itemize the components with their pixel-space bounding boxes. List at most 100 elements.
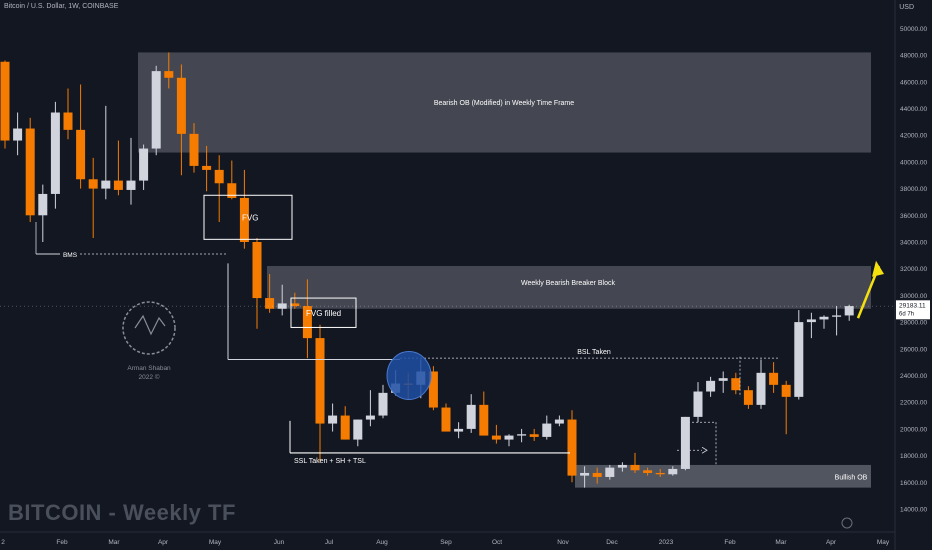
fvg-label: FVG (242, 213, 258, 222)
y-tick-label: 20000.00 (900, 426, 927, 433)
x-tick-label: Feb (724, 539, 736, 546)
candle-body (202, 165, 212, 170)
candle-body (769, 372, 779, 385)
x-tick-label: Aug (376, 539, 388, 546)
candle-body (693, 391, 703, 417)
y-tick-label: 18000.00 (900, 453, 927, 460)
x-tick-label: May (877, 539, 890, 546)
x-tick-label: Apr (826, 539, 837, 546)
candle-body (844, 306, 854, 316)
candle-body (617, 464, 627, 468)
candle-body (126, 180, 136, 190)
zone-rect-2 (267, 266, 871, 309)
candle-body (378, 392, 388, 416)
bsl-highlight-circle (386, 351, 432, 400)
projection-arrow-head (872, 260, 884, 277)
y-tick-label: 50000.00 (900, 26, 927, 33)
dashed-bracket (684, 421, 717, 467)
candle-body (731, 378, 741, 391)
y-tick-label: 44000.00 (900, 106, 927, 113)
zone-label-breaker-block: Weekly Bearish Breaker Block (521, 280, 616, 287)
candle-body (265, 298, 275, 309)
candle-body (13, 128, 23, 141)
x-axis-ticks: 2 Feb Mar Apr May Jun Jul Aug Sep Oct Nov Dec 2023 Fe… (1, 539, 890, 546)
candle-body (605, 467, 615, 477)
x-tick-label: Dec (606, 539, 618, 546)
candle-body (756, 372, 766, 405)
candle-body (164, 71, 174, 78)
x-tick-label: May (209, 539, 222, 546)
y-axis-ticks: 14000.00 16000.00 18000.00 20000.00 22000.00… (900, 26, 927, 514)
x-tick-label: Jun (274, 539, 285, 546)
candle-body (479, 404, 489, 436)
candle-body (580, 472, 590, 476)
ssl-label: SSL Taken + SH + TSL (294, 458, 366, 465)
x-tick-label: 2 (1, 539, 5, 546)
candle-body (706, 380, 716, 392)
chart-watermark: BITCOIN - Weekly TF (8, 500, 236, 525)
y-tick-label: 26000.00 (900, 346, 927, 353)
candle-body (176, 77, 186, 134)
candle-body (794, 322, 804, 397)
bsl-label: BSL Taken (577, 349, 611, 356)
candle-body (227, 183, 237, 198)
candle-body (743, 390, 753, 405)
candle-body (567, 419, 577, 476)
candle-body (428, 371, 438, 408)
x-tick-label: Nov (557, 539, 569, 546)
candle-body (113, 180, 123, 190)
candle-body (806, 319, 816, 323)
fvg-filled-label: FVG filled (306, 309, 341, 318)
candle-body (101, 180, 111, 189)
x-tick-label: 2023 (659, 539, 674, 546)
zone-rect-1 (138, 52, 871, 153)
candle-body (252, 242, 262, 299)
y-tick-label: 24000.00 (900, 373, 927, 380)
y-tick-label: 30000.00 (900, 293, 927, 300)
overlays-layer: Bearish OB (Modified) in Weekly Time Fra… (0, 100, 930, 529)
candle-body (491, 435, 501, 440)
y-tick-label: 28000.00 (900, 320, 927, 327)
candle-body (38, 193, 48, 216)
candle-body (643, 470, 653, 473)
x-tick-label: Jul (325, 539, 334, 546)
zones-layer (138, 52, 871, 488)
price-label-box (896, 300, 930, 320)
candle-body (302, 306, 312, 339)
logo-year: 2022 © (138, 373, 159, 381)
candle-body (655, 472, 665, 475)
candle-body (353, 419, 363, 440)
y-tick-label: 32000.00 (900, 266, 927, 273)
fvg-filled-box (290, 297, 357, 328)
candle-body (0, 61, 10, 141)
candle-body (315, 338, 325, 424)
candle-body (239, 197, 249, 242)
x-tick-label: Sep (440, 539, 452, 546)
candle-body (189, 133, 199, 166)
candles-layer (0, 52, 854, 488)
candle-body (529, 434, 539, 437)
zone-label-bullish-ob: Bullish OB (835, 474, 868, 481)
candle-body (680, 416, 690, 469)
y-tick-label: 14000.00 (900, 507, 927, 514)
candle-body (517, 434, 527, 436)
candle-body (718, 378, 728, 381)
logo-brain-icon (122, 301, 176, 355)
price-label-countdown: 6d 7h (899, 311, 914, 317)
candle-body (466, 404, 476, 429)
y-tick-label: 38000.00 (900, 186, 927, 193)
candle-body (214, 169, 224, 184)
x-tick-label: Apr (158, 539, 169, 546)
ssl-arrow-head (701, 446, 708, 454)
x-tick-label: Oct (492, 539, 502, 546)
candle-body (454, 428, 464, 432)
candle-body (365, 415, 375, 420)
candle-body (819, 316, 829, 320)
candle-body (554, 419, 564, 424)
candle-body (88, 179, 98, 189)
y-tick-label: 34000.00 (900, 240, 927, 247)
zone-label-bearish-ob: Bearish OB (Modified) in Weekly Time Fra… (434, 100, 574, 107)
candle-body (290, 303, 300, 307)
candle-body (441, 407, 451, 432)
